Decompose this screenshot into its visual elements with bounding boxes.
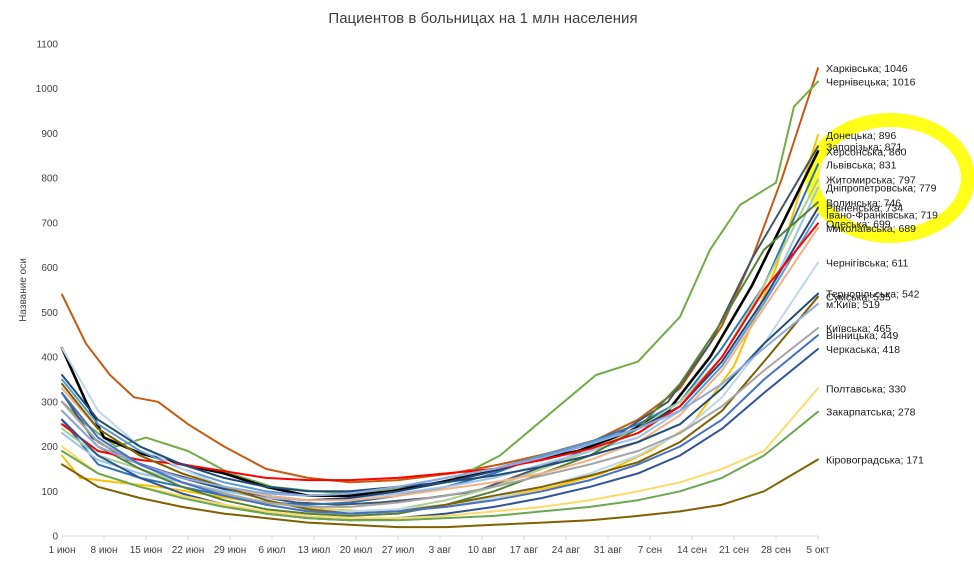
y-tick-label: 0 (52, 532, 58, 543)
x-tick-label: 7 сен (638, 545, 662, 556)
y-tick-label: 400 (41, 353, 58, 364)
series-line-12 (61, 222, 819, 482)
y-tick-label: 800 (41, 174, 58, 185)
series-end-label-5: Херсонська; 860 (826, 146, 907, 158)
series-end-label-21: Полтавська; 330 (826, 383, 906, 395)
series-line-16 (61, 295, 819, 515)
series-line-6 (61, 163, 819, 506)
x-tick-label: 6 июл (258, 545, 285, 556)
x-tick-label: 1 июн (49, 545, 76, 556)
series-line-20 (61, 348, 819, 522)
series-line-3 (61, 134, 819, 513)
series-line-15 (61, 292, 819, 493)
series-end-label-1: Харківська; 1046 (826, 63, 908, 75)
y-tick-label: 300 (41, 397, 58, 408)
series-line-9 (61, 201, 819, 517)
series-end-label-2: Чернівецька; 1016 (826, 77, 916, 89)
series-line-14 (61, 261, 819, 513)
y-tick-label: 600 (41, 263, 58, 274)
x-tick-label: 17 авг (510, 545, 539, 556)
series-end-label-14: Чернігівська; 611 (826, 258, 909, 270)
y-tick-label: 500 (41, 308, 58, 319)
series-end-label-17: м.Київ; 519 (826, 299, 880, 311)
y-tick-label: 900 (41, 129, 58, 140)
chart-title: Пациентов в больницах на 1 млн населения (328, 10, 637, 27)
series-end-label-11: Івано-Франківська; 719 (826, 209, 938, 221)
series-end-label-16: Сумська; 535 (826, 292, 891, 304)
y-tick-label: 200 (41, 442, 58, 453)
series-line-17 (61, 302, 819, 497)
series-line-11 (61, 213, 819, 497)
series-line-10 (61, 206, 819, 502)
series-line-22 (61, 410, 819, 522)
y-tick-label: 1100 (36, 40, 58, 51)
axes: 0 100 200 300 400 500 600 700 800 900 1000 1100 1 ию… (36, 40, 830, 557)
x-tick-label: 15 июн (130, 545, 163, 556)
series-line-8 (61, 186, 819, 502)
series-end-label-3: Донецька; 896 (826, 130, 896, 142)
series-end-label-8: Дніпропетровська; 779 (826, 183, 937, 195)
x-tick-label: 20 июл (340, 545, 373, 556)
y-tick-label: 700 (41, 218, 58, 229)
series-end-label-10: Рівненська; 734 (826, 203, 903, 215)
series-end-label-18: Київська; 465 (826, 323, 891, 335)
series-line-19 (61, 334, 819, 515)
series-end-label-13: Миколаївська; 689 (826, 223, 916, 235)
series-end-label-12: Одеська; 699 (826, 218, 891, 230)
series-end-label-20: Черкаська; 418 (826, 344, 900, 356)
end-labels: Харківська; 1046 Чернівецька; 1016 Донецьк… (826, 63, 938, 466)
series-end-label-6: Львівська; 831 (826, 159, 897, 171)
x-tick-label: 22 июн (172, 545, 205, 556)
x-tick-label: 5 окт (807, 545, 830, 556)
series-end-label-19: Вінницька; 449 (826, 330, 898, 342)
x-tick-label: 10 авг (468, 545, 497, 556)
series-line-21 (61, 387, 819, 520)
x-tick-label: 28 сен (761, 545, 791, 556)
y-axis-title: Название оси (18, 258, 29, 322)
series-line-5 (60, 150, 820, 498)
x-tick-label: 14 сен (677, 545, 707, 556)
series-end-label-15: Тернопільська; 542 (826, 289, 920, 301)
x-tick-label: 24 авг (552, 545, 581, 556)
y-tick-label: 1000 (36, 84, 59, 95)
x-tick-label: 3 авг (429, 545, 452, 556)
series-end-label-22: Закарпатська; 278 (826, 407, 916, 419)
x-tick-label: 31 авг (594, 545, 623, 556)
series-layer (60, 67, 820, 529)
series-end-label-23: Кіровоградська; 171 (826, 455, 924, 467)
series-line-1 (61, 67, 819, 484)
x-tick-label: 29 июн (214, 545, 247, 556)
series-end-label-9: Волинська; 746 (826, 197, 901, 209)
series-end-label-7: Житомирська; 797 (826, 175, 916, 187)
series-line-23 (61, 458, 819, 529)
x-tick-label: 13 июл (298, 545, 331, 556)
series-end-label-4: Запорізька; 871 (826, 141, 902, 153)
series-line-4 (61, 145, 819, 506)
x-tick-label: 21 сен (719, 545, 749, 556)
x-tick-label: 8 июн (91, 545, 118, 556)
y-tick-label: 100 (41, 487, 58, 498)
x-tick-label: 27 июл (382, 545, 415, 556)
